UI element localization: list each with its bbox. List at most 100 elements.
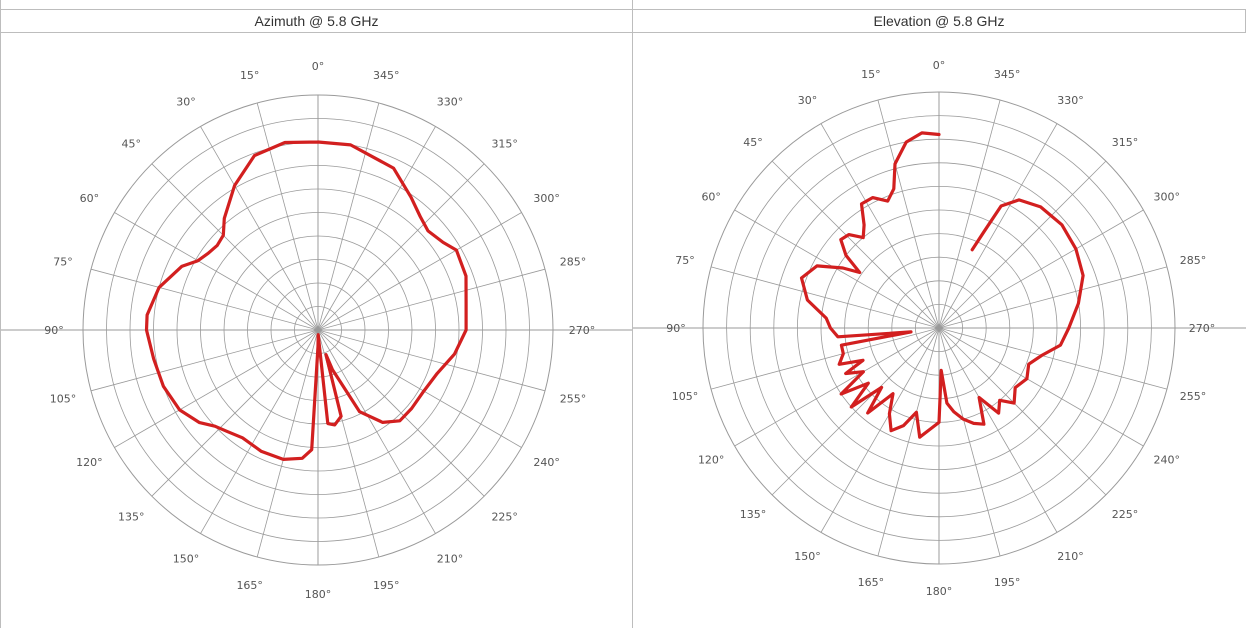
angle-label: 315° xyxy=(1112,136,1139,149)
angle-label: 330° xyxy=(437,95,464,108)
polar-grid xyxy=(633,91,1246,565)
grid-spoke xyxy=(151,329,319,497)
angle-label: 135° xyxy=(118,511,145,524)
elevation-polar-chart: 0° 15° 30° 45° 60° 75° 90° 105° 120° 135° 150° 165°… xyxy=(633,59,1246,598)
grid-spoke xyxy=(771,327,940,496)
grid-spoke xyxy=(820,123,940,329)
grid-spoke xyxy=(90,329,319,392)
angle-label: 0° xyxy=(933,59,946,72)
grid-spoke xyxy=(938,327,1168,390)
angle-label: 270° xyxy=(1189,322,1216,335)
table-top-stub xyxy=(0,0,633,9)
angle-label: 45° xyxy=(122,137,142,150)
grid-spoke xyxy=(317,212,522,331)
grid-spoke xyxy=(151,163,319,331)
grid-spoke xyxy=(938,327,1107,496)
angle-label: 120° xyxy=(76,456,103,469)
angle-label: 180° xyxy=(926,585,953,598)
angle-label: 90° xyxy=(666,322,686,335)
angle-label: 300° xyxy=(1154,191,1181,204)
angle-label: 15° xyxy=(240,69,260,82)
grid-spoke xyxy=(710,266,940,329)
grid-spoke xyxy=(710,327,940,390)
angle-label: 345° xyxy=(373,69,400,82)
angle-label: 150° xyxy=(173,553,200,566)
angle-label: 150° xyxy=(794,550,821,563)
elevation-header: Elevation @ 5.8 GHz xyxy=(632,9,1246,33)
angle-label: 30° xyxy=(798,94,818,107)
angle-label: 30° xyxy=(176,95,196,108)
azimuth-polar-chart: 0° 15° 30° 45° 60° 75° 90° 105° 120° 135° 150° 165°… xyxy=(1,60,632,601)
grid-spoke xyxy=(317,126,436,331)
grid-spoke xyxy=(90,268,319,331)
grid-spoke xyxy=(877,327,940,557)
grid-spoke xyxy=(256,329,319,558)
angle-label: 135° xyxy=(740,508,767,521)
grid-spoke xyxy=(820,327,940,533)
grid-spoke xyxy=(317,163,485,331)
grid-spoke xyxy=(938,123,1058,329)
angle-label: 300° xyxy=(533,192,560,205)
angle-label: 60° xyxy=(701,191,721,204)
grid-spoke xyxy=(938,327,1001,557)
angle-labels: 0° 15° 30° 45° 60° 75° 90° 105° 120° 135° 150° 165°… xyxy=(44,60,595,601)
grid-spoke xyxy=(938,209,1144,329)
grid-spoke xyxy=(200,126,319,331)
angle-label: 195° xyxy=(994,576,1021,589)
angle-label: 210° xyxy=(437,553,464,566)
pattern-trace xyxy=(144,140,468,461)
angle-label: 240° xyxy=(1154,454,1181,467)
radiation-pattern-table: Azimuth @ 5.8 GHz Elevation @ 5.8 GHz 0°… xyxy=(0,9,1246,628)
pattern-trace xyxy=(799,131,1085,439)
angle-labels: 0° 15° 30° 45° 60° 75° 90° 105° 120° 135° 150° 165°… xyxy=(666,59,1215,598)
angle-label: 255° xyxy=(560,392,587,405)
grid-spoke xyxy=(938,160,1107,329)
angle-label: 165° xyxy=(858,576,885,589)
angle-label: 165° xyxy=(236,579,263,592)
grid-spoke xyxy=(938,327,1058,533)
angle-label: 45° xyxy=(743,136,763,149)
grid-spoke xyxy=(317,329,546,392)
grid-spoke xyxy=(771,160,940,329)
angle-label: 345° xyxy=(994,68,1021,81)
grid-spoke xyxy=(317,329,522,448)
grid-spoke xyxy=(256,102,319,331)
angle-label: 330° xyxy=(1057,94,1084,107)
grid-spoke xyxy=(317,102,380,331)
elevation-cell: 0° 15° 30° 45° 60° 75° 90° 105° 120° 135° 150° 165°… xyxy=(632,32,1246,628)
azimuth-header: Azimuth @ 5.8 GHz xyxy=(0,9,633,33)
angle-label: 225° xyxy=(491,511,518,524)
polar-grid xyxy=(1,94,632,566)
angle-label: 0° xyxy=(312,60,325,73)
grid-spoke xyxy=(317,329,436,534)
angle-label: 105° xyxy=(672,390,699,403)
grid-spoke xyxy=(114,329,319,448)
angle-label: 90° xyxy=(44,324,64,337)
angle-label: 285° xyxy=(560,256,587,269)
angle-label: 105° xyxy=(50,392,77,405)
angle-label: 60° xyxy=(80,192,100,205)
angle-label: 240° xyxy=(533,456,560,469)
angle-label: 315° xyxy=(491,137,518,150)
angle-label: 75° xyxy=(53,256,73,269)
grid-spoke xyxy=(938,99,1001,329)
grid-spoke xyxy=(938,327,1144,447)
angle-label: 120° xyxy=(698,454,725,467)
angle-label: 15° xyxy=(861,68,881,81)
grid-spoke xyxy=(734,327,940,447)
grid-spoke xyxy=(200,329,319,534)
angle-label: 75° xyxy=(675,254,695,267)
grid-spoke xyxy=(317,268,546,331)
grid-spoke xyxy=(877,99,940,329)
angle-label: 180° xyxy=(305,588,332,601)
angle-label: 195° xyxy=(373,579,400,592)
grid-spoke xyxy=(114,212,319,331)
angle-label: 225° xyxy=(1112,508,1139,521)
angle-label: 255° xyxy=(1180,390,1207,403)
angle-label: 270° xyxy=(569,324,596,337)
angle-label: 210° xyxy=(1057,550,1084,563)
angle-label: 285° xyxy=(1180,254,1207,267)
grid-spoke xyxy=(317,329,485,497)
grid-spoke xyxy=(938,266,1168,329)
azimuth-cell: 0° 15° 30° 45° 60° 75° 90° 105° 120° 135° 150° 165°… xyxy=(0,32,633,628)
